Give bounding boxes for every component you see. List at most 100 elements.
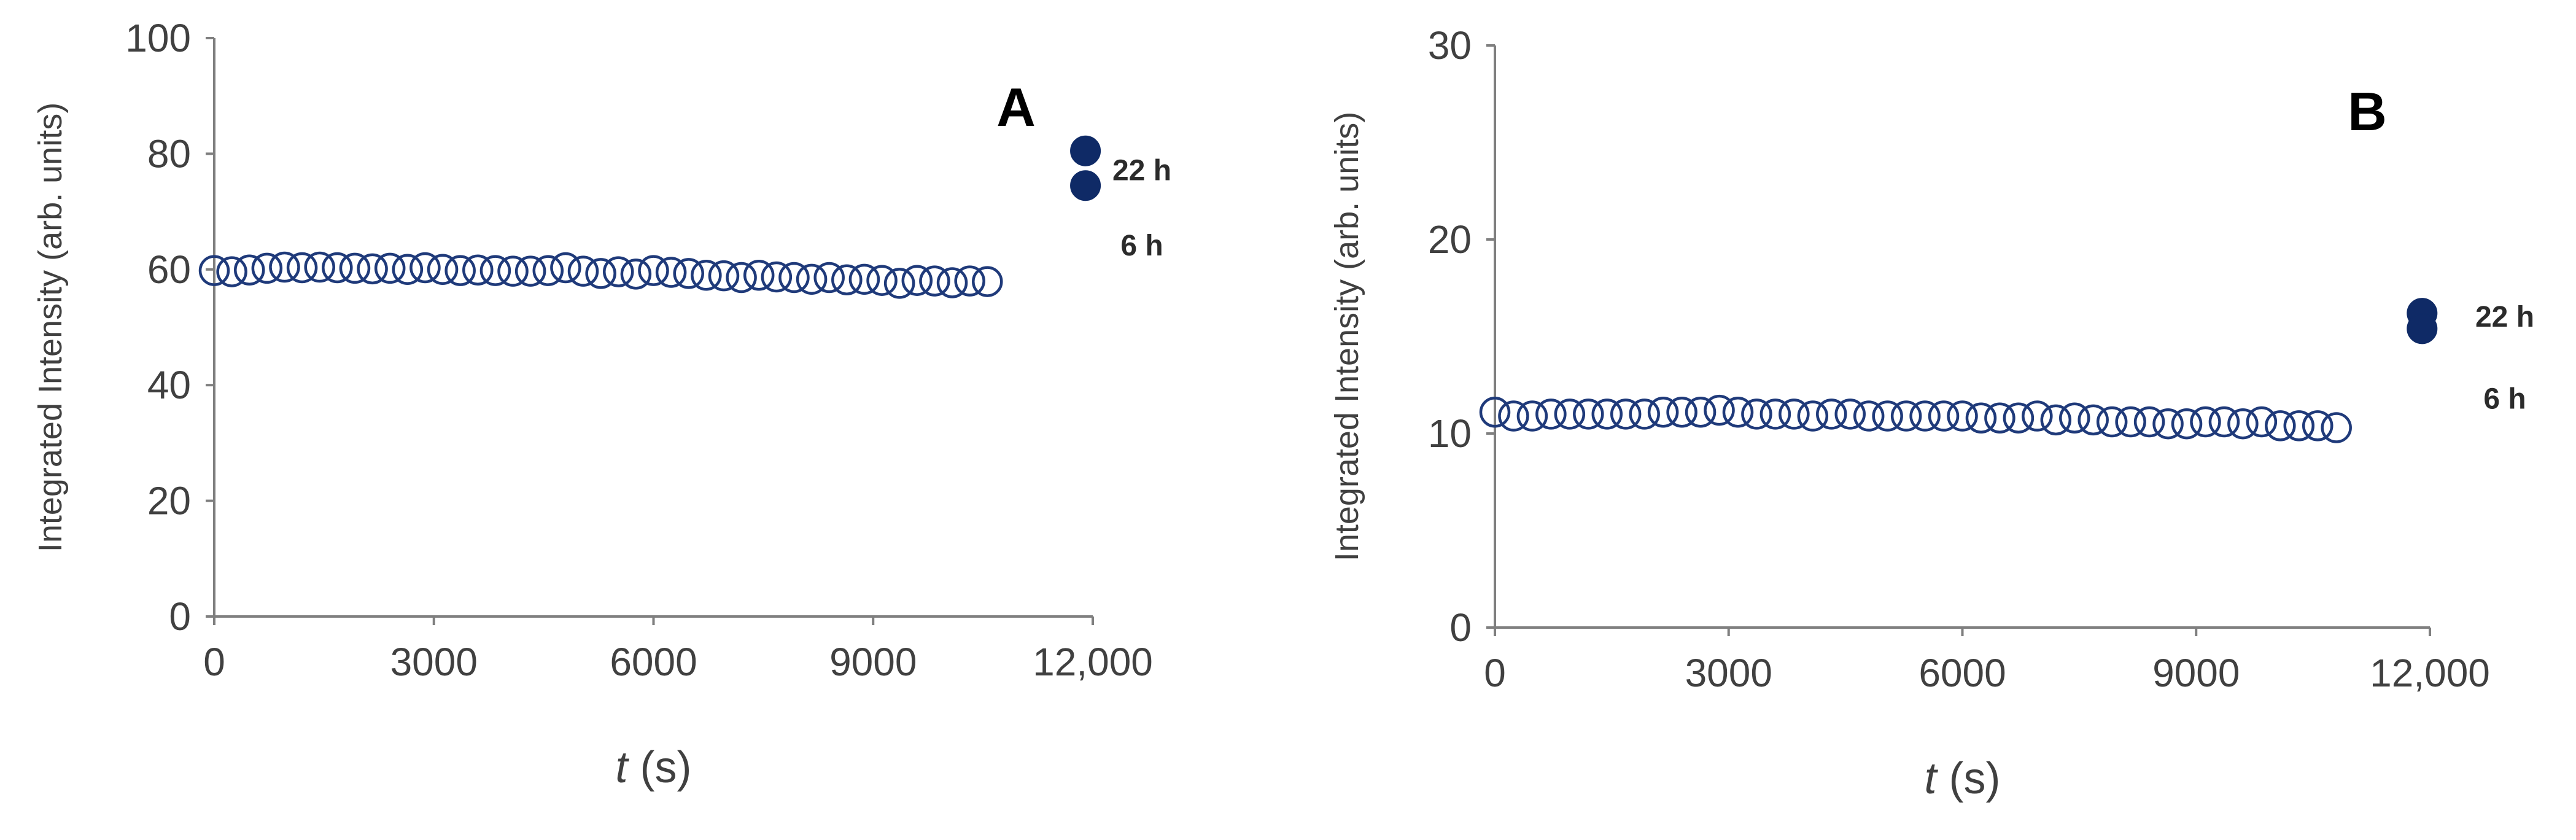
data-point [1629, 399, 1660, 430]
x-axis-title: t (s) [616, 743, 692, 792]
data-point [883, 268, 915, 299]
chart-panel-a: 0 20 40 60 80 100 0 3000 6000 9000 12,000 t (s) Inte… [32, 16, 1171, 792]
series-0 [1479, 394, 2352, 443]
data-point [1853, 400, 1885, 432]
data-point [2208, 406, 2240, 438]
series-1: 22 h 6 h [2407, 298, 2534, 415]
data-point [1779, 399, 1810, 430]
point-annotation: 6 h [1120, 230, 1163, 262]
y-axis-title: Integrated Intensity (arb. units) [1329, 112, 1365, 561]
data-point [2302, 410, 2334, 441]
data-point [444, 255, 476, 286]
data-point [796, 263, 828, 295]
data-point [1516, 400, 1548, 432]
data-point [304, 251, 335, 283]
data-point [1816, 399, 1847, 430]
data-point [1610, 399, 1642, 430]
data-point [1947, 400, 1978, 432]
data-point [743, 259, 775, 291]
data-point [2040, 404, 2072, 436]
data-point [2265, 410, 2296, 441]
y-tick-label: 100 [125, 16, 191, 60]
data-point [2059, 402, 2090, 434]
data-point [1647, 396, 1679, 428]
data-point [497, 255, 529, 287]
data-point [286, 252, 318, 284]
data-point [673, 258, 704, 289]
data-point [778, 262, 810, 294]
data-point [2115, 406, 2146, 438]
y-tick-label: 60 [147, 247, 191, 292]
data-point [1741, 399, 1772, 430]
data-point [655, 257, 687, 288]
data-point [2096, 406, 2128, 438]
y-tick-label: 10 [1428, 411, 1472, 456]
data-point [1498, 400, 1529, 432]
data-point [1834, 399, 1866, 430]
data-point [251, 252, 283, 284]
point-annotation: 6 h [2483, 383, 2526, 415]
x-tick-label: 12,000 [1033, 640, 1153, 684]
data-point [233, 254, 265, 286]
data-point-filled [2407, 313, 2438, 344]
panel-label: A [996, 77, 1036, 138]
data-point [620, 259, 652, 290]
data-point [848, 263, 880, 295]
data-point [2321, 412, 2352, 443]
y-tick-label: 20 [1428, 217, 1472, 262]
data-point [603, 256, 634, 287]
data-point [1535, 399, 1567, 430]
data-point [1666, 396, 1697, 428]
data-point [1984, 402, 2015, 434]
data-point [1909, 400, 1941, 432]
data-point-filled [1070, 170, 1101, 201]
data-point [2152, 408, 2184, 440]
data-point [1704, 394, 1735, 426]
data-point [1722, 396, 1754, 428]
data-point [2077, 404, 2109, 436]
point-annotation: 22 h [2475, 301, 2534, 333]
x-tick-label: 9000 [2152, 651, 2240, 695]
data-point [2003, 402, 2035, 434]
panel-label: B [2348, 81, 2387, 142]
data-point [691, 259, 722, 291]
data-point [2283, 410, 2315, 441]
data-point [2171, 408, 2203, 440]
data-point [1872, 400, 1903, 432]
data-point [585, 258, 616, 289]
data-point [216, 256, 247, 287]
data-point [1479, 396, 1511, 428]
data-point [1965, 402, 1997, 434]
data-point [1573, 399, 1604, 430]
data-point [427, 254, 459, 286]
data-point [409, 252, 441, 284]
data-point [532, 255, 564, 286]
data-point [392, 254, 424, 286]
x-axis-variable: t [1925, 754, 1939, 803]
data-point [374, 252, 406, 284]
data-point [2227, 408, 2259, 440]
data-point [514, 255, 546, 287]
data-point [1685, 396, 1717, 428]
data-point [1554, 399, 1586, 430]
data-point [761, 261, 793, 293]
data-point [479, 255, 511, 286]
x-tick-label: 3000 [1685, 651, 1772, 695]
chart-panel-b: 0 10 20 30 0 3000 6000 9000 12,000 t (s) Integrate… [1329, 23, 2534, 803]
x-tick-label: 3000 [390, 640, 478, 684]
y-tick-label: 20 [147, 479, 191, 523]
data-point [339, 252, 371, 284]
data-point [726, 262, 757, 294]
y-tick-label: 80 [147, 131, 191, 176]
data-point [813, 262, 845, 294]
data-point [269, 251, 300, 283]
x-tick-label: 12,000 [2370, 651, 2490, 695]
y-tick-label: 30 [1428, 23, 1472, 68]
data-point-filled [1070, 135, 1101, 166]
x-tick-label: 6000 [610, 640, 697, 684]
y-tick-label: 0 [1449, 605, 1472, 650]
data-point [936, 267, 968, 298]
x-axis-unit: (s) [1937, 754, 2001, 803]
data-point [1890, 400, 1922, 432]
data-point [1759, 399, 1791, 430]
